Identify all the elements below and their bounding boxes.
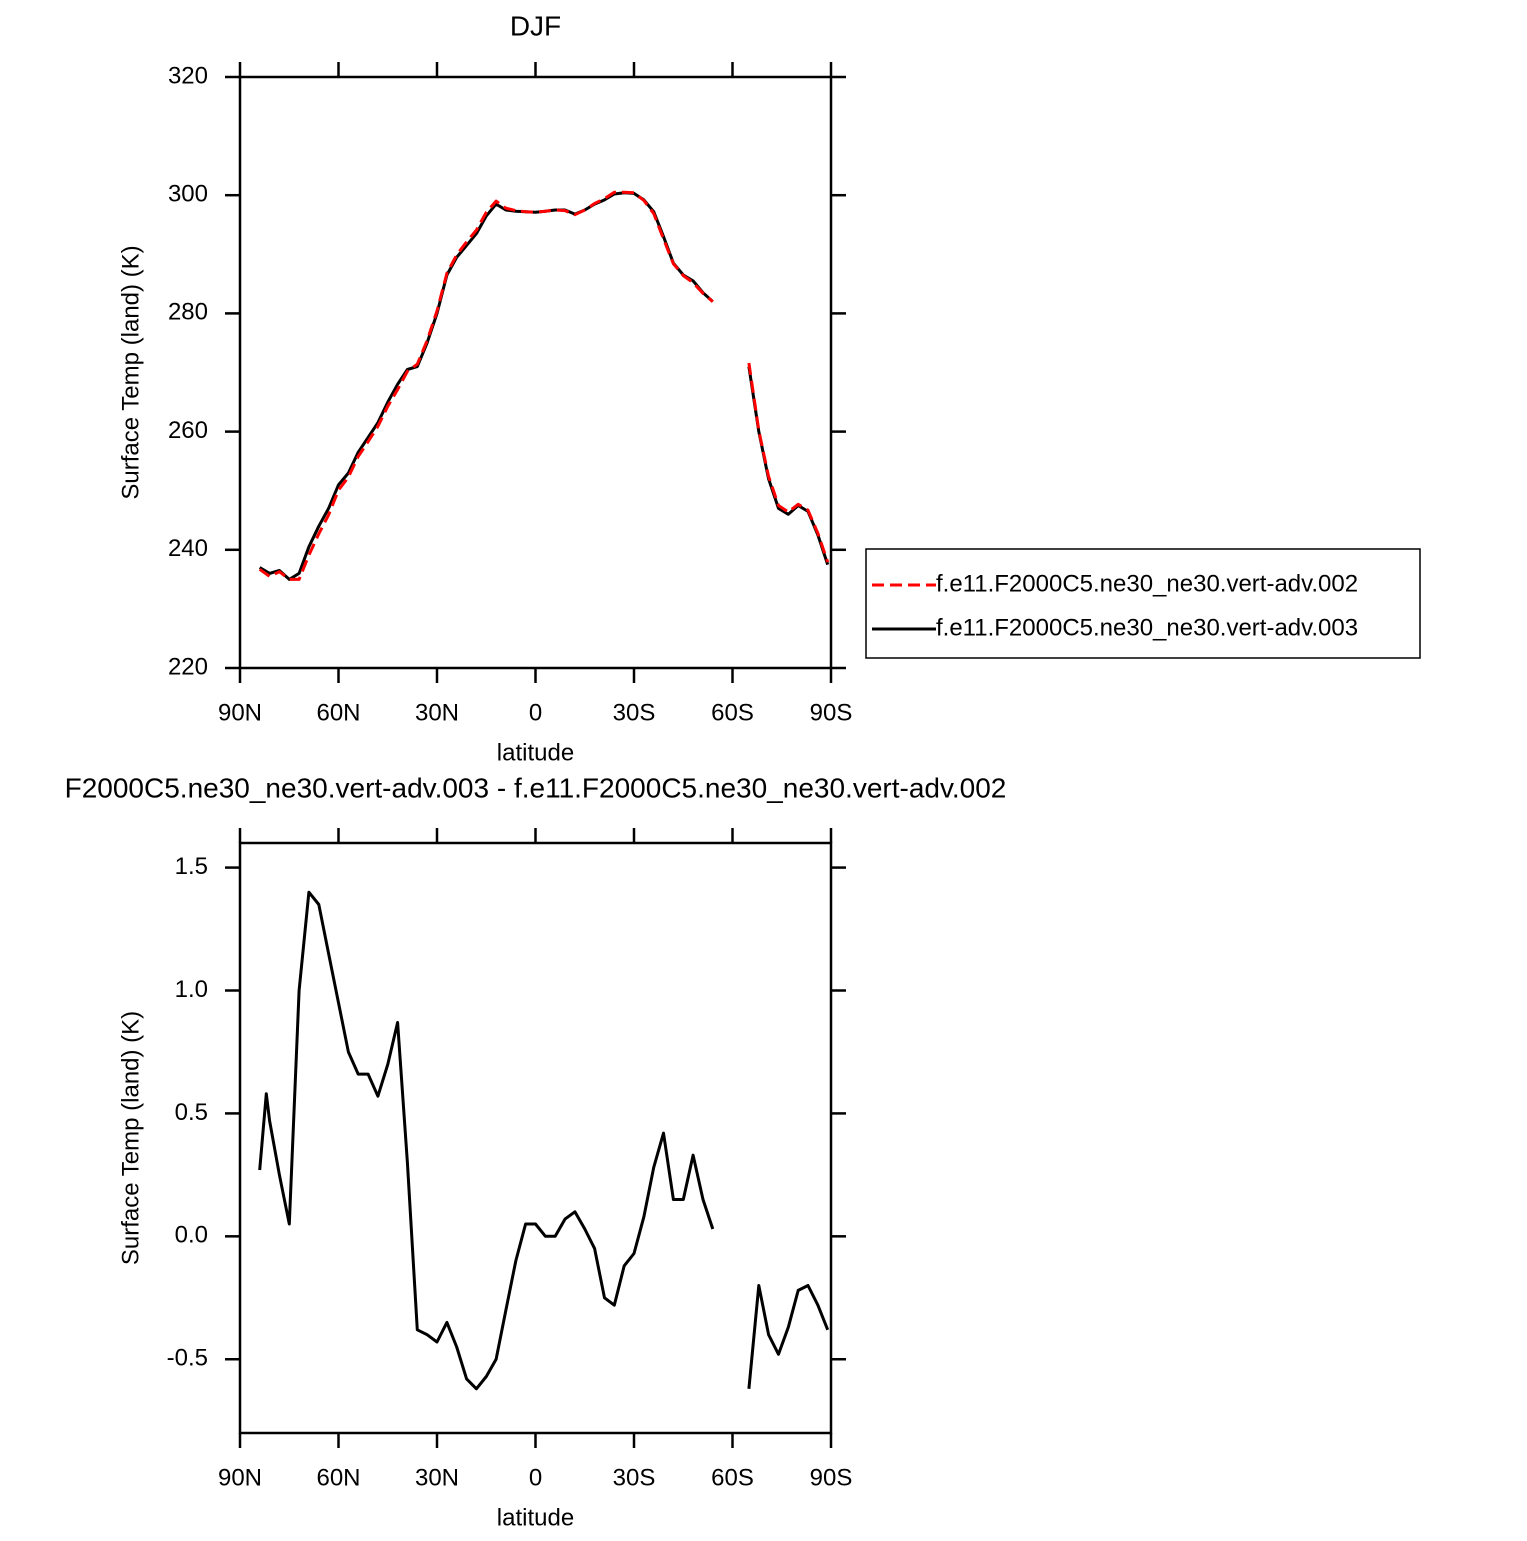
- x-tick-label: 30S: [613, 1464, 656, 1491]
- y-tick-label: -0.5: [167, 1345, 208, 1372]
- y-tick-label: 280: [168, 299, 208, 326]
- x-tick-label: 0: [529, 699, 542, 726]
- y-axis-label: Surface Temp (land) (K): [117, 245, 144, 499]
- x-axis-label: latitude: [497, 739, 574, 766]
- y-tick-label: 260: [168, 417, 208, 444]
- y-tick-label: 0.0: [175, 1222, 208, 1249]
- y-tick-label: 240: [168, 535, 208, 562]
- chart-title: F2000C5.ne30_ne30.vert-adv.003 - f.e11.F…: [65, 772, 1007, 803]
- y-tick-label: 320: [168, 62, 208, 89]
- x-tick-label: 90N: [218, 1464, 262, 1491]
- y-tick-label: 1.0: [175, 976, 208, 1003]
- chart-title: DJF: [510, 10, 561, 41]
- legend-label: f.e11.F2000C5.ne30_ne30.vert-adv.002: [936, 570, 1358, 597]
- x-tick-label: 30N: [415, 699, 459, 726]
- x-axis-label: latitude: [497, 1504, 574, 1531]
- y-tick-label: 1.5: [175, 853, 208, 880]
- legend-box: [865, 548, 1421, 659]
- x-tick-label: 60N: [316, 1464, 360, 1491]
- data-line: [258, 190, 830, 581]
- x-tick-label: 30S: [613, 699, 656, 726]
- y-axis-label: Surface Temp (land) (K): [117, 1011, 144, 1265]
- y-tick-label: 220: [168, 653, 208, 680]
- x-tick-label: 60S: [711, 699, 754, 726]
- plot-frame: [238, 841, 833, 1435]
- x-tick-label: 90S: [810, 699, 853, 726]
- data-line: [258, 890, 830, 1391]
- plot-frame: [238, 75, 833, 670]
- data-line: [258, 191, 830, 581]
- x-tick-label: 0: [529, 1464, 542, 1491]
- x-tick-label: 60N: [316, 699, 360, 726]
- legend-label: f.e11.F2000C5.ne30_ne30.vert-adv.003: [936, 614, 1358, 641]
- x-tick-label: 90N: [218, 699, 262, 726]
- x-tick-label: 30N: [415, 1464, 459, 1491]
- x-tick-label: 90S: [810, 1464, 853, 1491]
- y-tick-label: 0.5: [175, 1099, 208, 1126]
- x-tick-label: 60S: [711, 1464, 754, 1491]
- y-tick-label: 300: [168, 181, 208, 208]
